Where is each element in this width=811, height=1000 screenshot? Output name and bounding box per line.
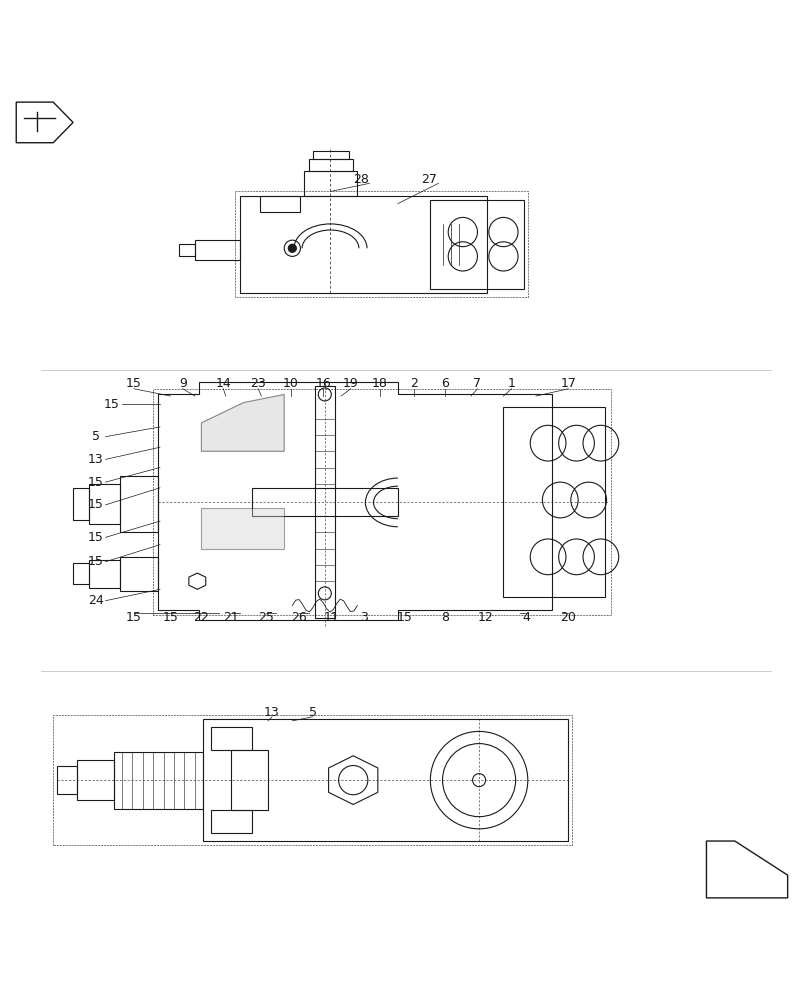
Text: 5: 5 xyxy=(308,706,316,719)
Text: 17: 17 xyxy=(560,377,576,390)
Text: 7: 7 xyxy=(473,377,481,390)
Text: 9: 9 xyxy=(178,377,187,390)
Text: 25: 25 xyxy=(258,611,274,624)
Text: 15: 15 xyxy=(396,611,412,624)
Text: 12: 12 xyxy=(477,611,493,624)
Text: 23: 23 xyxy=(250,377,266,390)
Text: 28: 28 xyxy=(353,173,369,186)
Text: 11: 11 xyxy=(323,611,339,624)
Circle shape xyxy=(288,244,296,252)
Text: 13: 13 xyxy=(264,706,280,719)
Text: 15: 15 xyxy=(88,476,104,489)
Text: 8: 8 xyxy=(440,611,448,624)
Text: 18: 18 xyxy=(371,377,388,390)
Polygon shape xyxy=(201,394,284,451)
Text: 4: 4 xyxy=(521,611,530,624)
Text: 20: 20 xyxy=(560,611,576,624)
Text: 15: 15 xyxy=(104,398,120,411)
Text: 15: 15 xyxy=(88,498,104,511)
Text: 13: 13 xyxy=(88,453,104,466)
Text: 27: 27 xyxy=(420,173,436,186)
Text: 19: 19 xyxy=(342,377,358,390)
Text: 3: 3 xyxy=(359,611,367,624)
Text: 2: 2 xyxy=(410,377,418,390)
Text: 15: 15 xyxy=(88,555,104,568)
Text: 24: 24 xyxy=(88,594,104,607)
Text: 16: 16 xyxy=(315,377,331,390)
Text: 6: 6 xyxy=(440,377,448,390)
Text: 15: 15 xyxy=(126,377,142,390)
Text: 10: 10 xyxy=(282,377,298,390)
Text: 5: 5 xyxy=(92,430,100,443)
Text: 15: 15 xyxy=(162,611,178,624)
Text: 1: 1 xyxy=(507,377,515,390)
Text: 15: 15 xyxy=(126,611,142,624)
Text: 22: 22 xyxy=(193,611,209,624)
Text: 26: 26 xyxy=(290,611,307,624)
Polygon shape xyxy=(201,508,284,549)
Text: 15: 15 xyxy=(88,531,104,544)
Text: 14: 14 xyxy=(215,377,231,390)
Text: 21: 21 xyxy=(223,611,239,624)
